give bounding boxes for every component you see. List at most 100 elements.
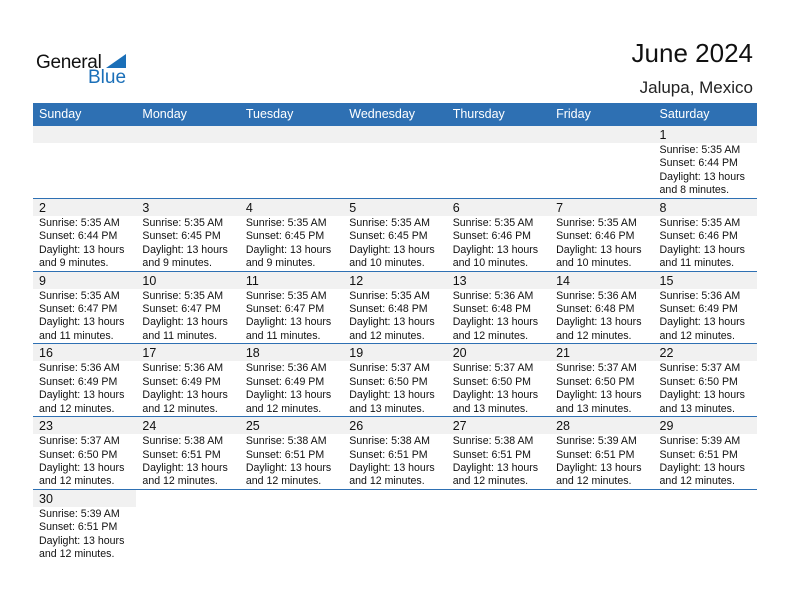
sunrise-text: Sunrise: 5:39 AM — [659, 435, 741, 448]
day-cell: 30 Sunrise: 5:39 AM Sunset: 6:51 PM Dayligh… — [33, 490, 136, 563]
week-row: 9 Sunrise: 5:35 AM Sunset: 6:47 PM Daylight… — [33, 271, 757, 345]
sunrise-text: Sunrise: 5:35 AM — [556, 216, 637, 229]
daylight-minutes-text: and 10 minutes. — [349, 257, 425, 270]
sunrise-text: Sunrise: 5:36 AM — [245, 362, 327, 375]
day-cell: 4 Sunrise: 5:35 AM Sunset: 6:45 PM Daylight… — [240, 199, 343, 271]
sunset-text: Sunset: 6:51 PM — [659, 448, 738, 461]
sunset-text: Sunset: 6:49 PM — [245, 375, 325, 388]
sunset-text: Sunset: 6:44 PM — [659, 157, 738, 170]
empty-cell — [343, 490, 446, 563]
day-cell: 23 Sunrise: 5:37 AM Sunset: 6:50 PM Dayligh… — [33, 417, 136, 489]
weekday-sunday: Sunday — [39, 107, 82, 121]
day-number: 23 — [39, 419, 53, 434]
daylight-text: Daylight: 13 hours — [142, 462, 228, 474]
daylight-minutes-text: and 12 minutes. — [245, 475, 322, 488]
sunrise-text: Sunrise: 5:35 AM — [142, 216, 224, 229]
sunrise-text: Sunrise: 5:36 AM — [659, 289, 741, 302]
sunrise-text: Sunrise: 5:39 AM — [39, 507, 120, 520]
day-cell: 6 Sunrise: 5:35 AM Sunset: 6:46 PM Daylight… — [447, 199, 550, 271]
sunrise-text: Sunrise: 5:35 AM — [245, 216, 327, 229]
sunrise-text: Sunrise: 5:35 AM — [659, 144, 741, 156]
day-number: 9 — [39, 273, 46, 288]
sunset-text: Sunset: 6:49 PM — [659, 303, 738, 315]
sunset-text: Sunset: 6:50 PM — [452, 375, 532, 388]
day-cell: 2 Sunrise: 5:35 AM Sunset: 6:44 PM Daylight… — [33, 199, 136, 271]
daylight-minutes-text: and 11 minutes. — [142, 329, 218, 342]
day-number: 15 — [659, 273, 674, 288]
sunset-text: Sunset: 6:46 PM — [556, 230, 635, 243]
daylight-minutes-text: and 12 minutes. — [659, 475, 735, 488]
day-number: 18 — [245, 346, 260, 361]
weekday-friday: Friday — [556, 107, 591, 121]
day-number: 13 — [452, 273, 467, 288]
weekday-thursday: Thursday — [452, 107, 505, 121]
daylight-minutes-text: and 8 minutes. — [659, 184, 730, 197]
daylight-minutes-text: and 9 minutes. — [245, 257, 316, 270]
empty-cell — [447, 126, 550, 198]
empty-cell — [136, 490, 239, 563]
daylight-minutes-text: and 11 minutes. — [39, 329, 114, 342]
daylight-text: Daylight: 13 hours — [659, 462, 745, 474]
day-cell: 5 Sunrise: 5:35 AM Sunset: 6:45 PM Daylight… — [343, 199, 446, 271]
sunset-text: Sunset: 6:51 PM — [452, 448, 532, 461]
day-number: 19 — [349, 346, 364, 361]
day-number: 1 — [659, 128, 667, 142]
sunset-text: Sunset: 6:48 PM — [556, 303, 635, 315]
daylight-minutes-text: and 10 minutes. — [452, 257, 529, 270]
sunset-text: Sunset: 6:45 PM — [245, 230, 325, 243]
day-cell: 1 Sunrise: 5:35 AM Sunset: 6:44 PM Daylight… — [654, 126, 757, 198]
day-number: 17 — [142, 346, 157, 361]
sunrise-text: Sunrise: 5:37 AM — [659, 362, 741, 375]
daylight-text: Daylight: 13 hours — [452, 243, 539, 256]
weekday-saturday: Saturday — [659, 107, 710, 121]
daylight-minutes-text: and 12 minutes. — [245, 402, 322, 415]
day-cell: 18 Sunrise: 5:36 AM Sunset: 6:49 PM Dayligh… — [240, 344, 343, 416]
daylight-minutes-text: and 12 minutes. — [452, 329, 529, 342]
empty-cell — [136, 126, 239, 198]
day-cell: 22 Sunrise: 5:37 AM Sunset: 6:50 PM Dayligh… — [654, 344, 757, 416]
calendar: Sunday Monday Tuesday Wednesday Thursday Frid… — [33, 103, 757, 563]
daylight-minutes-text: and 11 minutes. — [659, 257, 735, 270]
logo-general: General — [36, 52, 102, 73]
location: Jalupa, Mexico — [639, 78, 753, 97]
daylight-minutes-text: and 12 minutes. — [556, 329, 632, 342]
weekday-tuesday: Tuesday — [245, 107, 294, 121]
sunrise-text: Sunrise: 5:37 AM — [452, 362, 534, 375]
empty-cell — [550, 490, 653, 563]
daylight-text: Daylight: 13 hours — [142, 316, 228, 329]
day-cell: 28 Sunrise: 5:39 AM Sunset: 6:51 PM Dayligh… — [550, 417, 653, 489]
sunrise-text: Sunrise: 5:35 AM — [142, 289, 224, 302]
daylight-text: Daylight: 13 hours — [142, 389, 228, 402]
day-cell: 7 Sunrise: 5:35 AM Sunset: 6:46 PM Daylight… — [550, 199, 653, 271]
daylight-minutes-text: and 12 minutes. — [39, 548, 115, 561]
sunrise-text: Sunrise: 5:36 AM — [39, 362, 120, 375]
sunset-text: Sunset: 6:46 PM — [452, 230, 532, 243]
daylight-text: Daylight: 13 hours — [245, 243, 332, 256]
day-number: 16 — [39, 346, 53, 361]
sunrise-text: Sunrise: 5:35 AM — [39, 289, 120, 302]
sunrise-text: Sunrise: 5:38 AM — [142, 435, 224, 448]
logo: General Blue — [36, 52, 131, 88]
daylight-text: Daylight: 13 hours — [556, 389, 642, 402]
daylight-text: Daylight: 13 hours — [452, 316, 539, 329]
day-number: 7 — [556, 200, 564, 215]
day-cell: 24 Sunrise: 5:38 AM Sunset: 6:51 PM Dayligh… — [136, 417, 239, 489]
empty-cell — [240, 126, 343, 198]
day-cell: 12 Sunrise: 5:35 AM Sunset: 6:48 PM Dayligh… — [343, 272, 446, 344]
daylight-text: Daylight: 13 hours — [349, 243, 435, 256]
sunrise-text: Sunrise: 5:35 AM — [245, 289, 327, 302]
weekday-wednesday: Wednesday — [349, 107, 416, 121]
sunrise-text: Sunrise: 5:38 AM — [245, 435, 327, 448]
sunset-text: Sunset: 6:49 PM — [142, 375, 221, 388]
day-cell: 21 Sunrise: 5:37 AM Sunset: 6:50 PM Dayligh… — [550, 344, 653, 416]
sunrise-text: Sunrise: 5:38 AM — [349, 435, 430, 448]
daylight-minutes-text: and 9 minutes. — [39, 257, 109, 270]
daylight-minutes-text: and 11 minutes. — [245, 329, 321, 342]
day-cell: 3 Sunrise: 5:35 AM Sunset: 6:45 PM Daylight… — [136, 199, 239, 271]
daylight-text: Daylight: 13 hours — [659, 316, 745, 329]
sunrise-text: Sunrise: 5:39 AM — [556, 435, 637, 448]
weekday-header: Sunday Monday Tuesday Wednesday Thursday Frid… — [33, 103, 757, 126]
sunrise-text: Sunrise: 5:37 AM — [39, 435, 120, 448]
daylight-minutes-text: and 10 minutes. — [556, 257, 632, 270]
day-number: 6 — [452, 200, 460, 215]
